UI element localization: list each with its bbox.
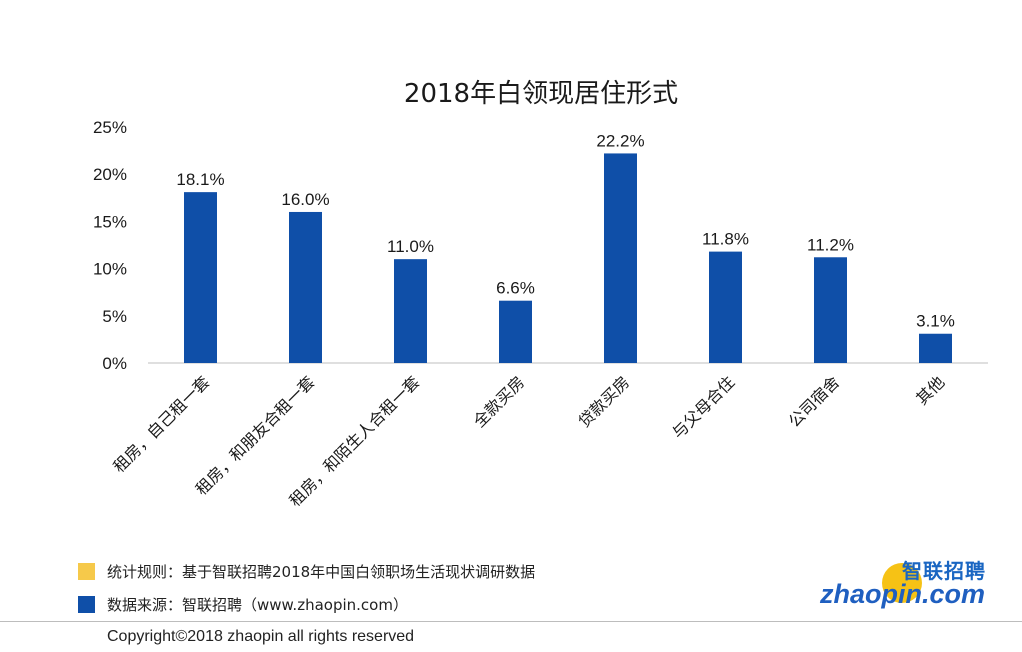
y-tick-label: 0% [102, 354, 127, 373]
logo-cn-text: 智联招聘 [902, 559, 986, 583]
x-tick-label: 其他 [912, 372, 948, 408]
value-label: 6.6% [496, 279, 535, 298]
source-swatch [78, 596, 95, 613]
chart-title: 2018年白领现居住形式 [404, 79, 678, 109]
bar [604, 153, 637, 363]
value-label: 18.1% [176, 170, 224, 189]
value-label: 22.2% [596, 131, 644, 150]
footer-source-text: 数据来源：智联招聘（www.zhaopin.com） [107, 596, 408, 614]
bar [184, 192, 217, 363]
value-label: 11.8% [702, 230, 749, 249]
bar-chart: 2018年白领现居住形式 0% 5% 10% 15% 20% 25% 18.1% 16.0%… [93, 79, 988, 510]
x-tick-label: 公司宿舍 [785, 372, 844, 431]
y-tick-label: 10% [93, 260, 127, 279]
x-tick-label: 与父母合住 [668, 372, 738, 442]
bar [919, 333, 952, 363]
value-label: 3.1% [916, 312, 955, 331]
y-tick-label: 5% [102, 307, 127, 326]
logo-en-text: zhaopin.com [820, 579, 986, 609]
bar [499, 300, 532, 363]
bar [289, 211, 322, 363]
bar [814, 257, 847, 363]
y-tick-label: 20% [93, 165, 127, 184]
footer-rule-text: 统计规则：基于智联招聘2018年中国白领职场生活现状调研数据 [107, 563, 536, 581]
y-tick-label: 15% [93, 212, 127, 231]
value-label: 16.0% [281, 190, 329, 209]
bar [394, 259, 427, 363]
x-tick-label: 租房，自己租一套 [109, 372, 213, 476]
footer-source-row: 数据来源：智联招聘（www.zhaopin.com） [78, 594, 408, 615]
value-label: 11.0% [387, 237, 434, 256]
value-label: 11.2% [807, 235, 854, 254]
zhaopin-logo: 智联招聘 zhaopin.com [820, 555, 1000, 609]
x-tick-label: 贷款买房 [575, 372, 634, 431]
copyright-text: Copyright©2018 zhaopin all rights reserv… [107, 628, 415, 645]
rule-swatch [78, 563, 95, 580]
x-tick-label: 全款买房 [470, 372, 529, 431]
x-tick-label: 租房，和朋友合租一套 [192, 372, 319, 499]
footer-rule-row: 统计规则：基于智联招聘2018年中国白领职场生活现状调研数据 [78, 561, 535, 582]
bar [709, 251, 742, 363]
footer-divider [0, 621, 1022, 622]
y-tick-label: 25% [93, 118, 127, 137]
